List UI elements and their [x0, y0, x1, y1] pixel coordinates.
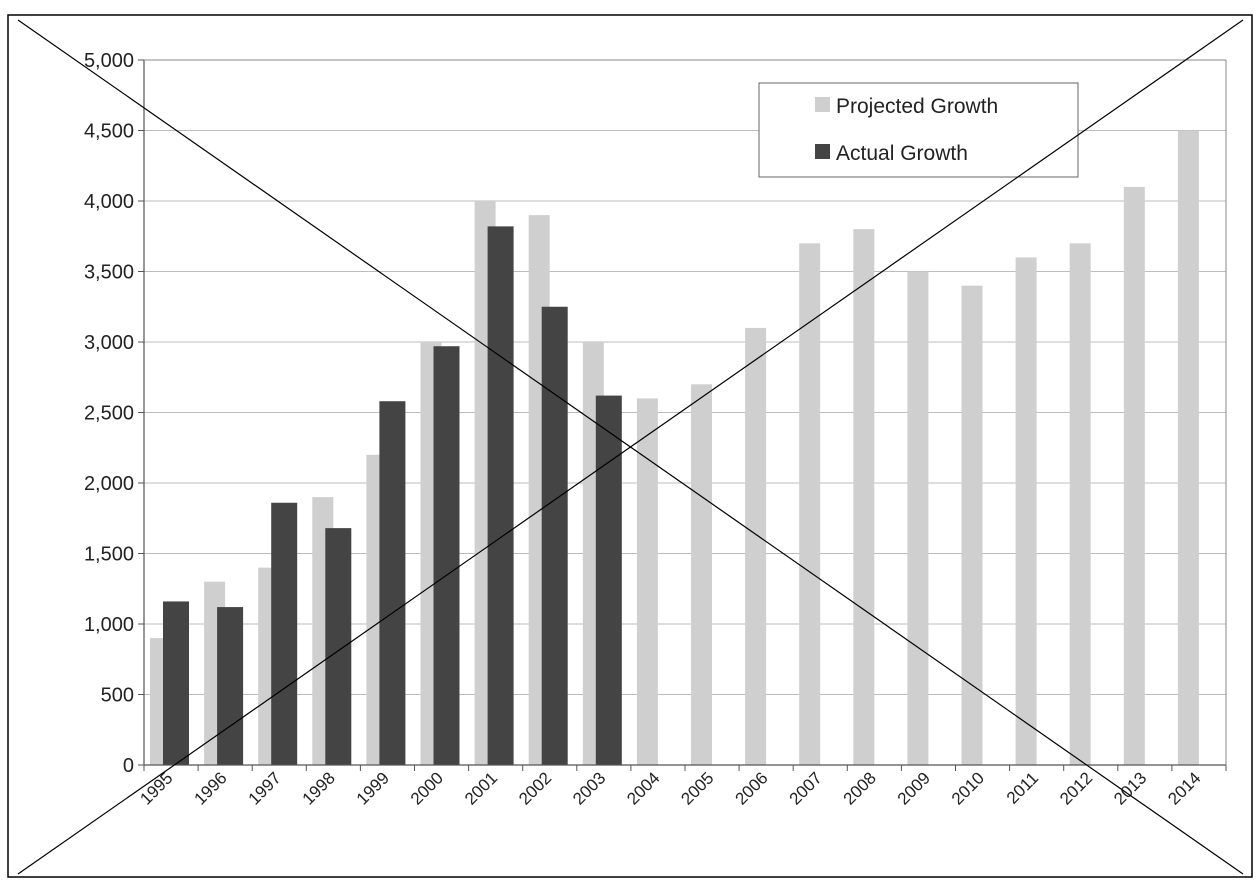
- bar-actual: [433, 346, 460, 765]
- y-tick-labels: 0 500 1,000 1,500 2,000 2,500 3,000 3,500 4,000 4…: [84, 50, 134, 777]
- bar-actual: [163, 601, 189, 765]
- bar-projected: [691, 384, 712, 765]
- legend-label-projected: Projected Growth: [836, 95, 998, 118]
- y-tick-label: 500: [101, 685, 134, 707]
- bar-projected: [1123, 186, 1145, 765]
- y-tick-label: 0: [123, 755, 134, 777]
- bar-actual: [595, 395, 622, 765]
- bar-actual: [325, 528, 352, 765]
- bar-projected: [907, 271, 929, 765]
- legend-box: [758, 82, 1079, 178]
- bar-actual: [217, 607, 244, 765]
- y-tick-label: 3,000: [84, 332, 134, 354]
- y-tick-label: 2,500: [84, 403, 134, 425]
- bar-projected: [636, 398, 658, 765]
- bar-projected: [799, 243, 821, 766]
- bar-projected: [745, 327, 767, 765]
- bar-projected: [1177, 130, 1199, 765]
- bar-projected: [1015, 257, 1037, 765]
- y-tick-label: 3,500: [84, 262, 134, 284]
- y-tick-label: 1,500: [84, 544, 134, 566]
- bar-actual: [487, 226, 514, 765]
- legend-label-actual: Actual Growth: [836, 142, 968, 165]
- bar-projected: [1069, 243, 1091, 766]
- y-tick-label: 4,500: [84, 121, 134, 143]
- legend: Projected Growth Actual Growth: [758, 82, 1079, 178]
- y-tick-label: 1,000: [84, 614, 134, 636]
- bar-actual: [541, 306, 568, 765]
- bar-actual: [271, 502, 298, 765]
- y-tick-label: 5,000: [84, 50, 134, 72]
- y-tick-label: 4,000: [84, 191, 134, 213]
- cross-line-up: [17, 19, 1244, 875]
- x-tick-marks: [143, 765, 1227, 771]
- bars: [150, 130, 1199, 766]
- y-tick-label: 2,000: [84, 473, 134, 495]
- bar-projected: [853, 229, 875, 765]
- bar-projected: [961, 285, 983, 765]
- legend-swatch-actual: [815, 144, 830, 159]
- bar-actual: [379, 401, 406, 765]
- legend-swatch-projected: [815, 97, 830, 112]
- y-tick-marks: [138, 59, 144, 766]
